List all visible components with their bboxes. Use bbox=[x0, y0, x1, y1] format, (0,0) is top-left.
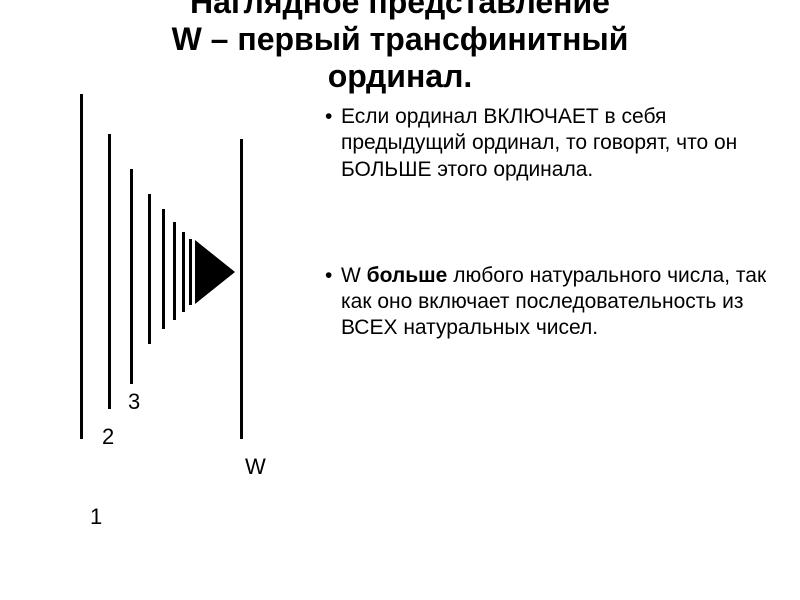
bullet-text: W bbox=[341, 264, 367, 287]
title-line-1: Наглядное представление bbox=[0, 0, 800, 21]
title-line-2: W – первый трансфинитный bbox=[0, 21, 800, 58]
title-line-3: ординал. bbox=[0, 58, 800, 95]
content-area: 1 23 W Если ординал ВКЛЮЧАЕТ в себя предыд… bbox=[0, 94, 800, 584]
bullet-text: больше bbox=[367, 264, 448, 287]
diagram-label: 3 bbox=[128, 389, 140, 415]
diagram-label: 1 bbox=[90, 504, 102, 530]
diagram-label: 2 bbox=[102, 424, 114, 450]
diagram-label: W bbox=[245, 454, 266, 480]
page: Наглядное представление W – первый транс… bbox=[0, 0, 800, 584]
bullet-item: W больше любого натурального числа, так … bbox=[325, 263, 795, 342]
bullet-text: Если ординал ВКЛЮЧАЕТ в себя предыдущий … bbox=[341, 105, 737, 181]
bullet-item: Если ординал ВКЛЮЧАЕТ в себя предыдущий … bbox=[325, 104, 795, 183]
page-title: Наглядное представление W – первый транс… bbox=[0, 0, 800, 94]
ordinal-diagram: 123W bbox=[60, 94, 290, 514]
bullet-list: Если ординал ВКЛЮЧАЕТ в себя предыдущий … bbox=[325, 104, 795, 422]
